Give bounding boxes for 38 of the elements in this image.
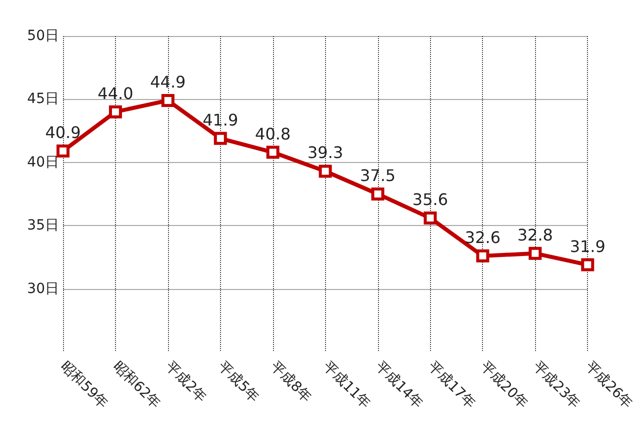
x-tick-label: 平成5年 [214, 358, 262, 406]
data-label: 31.9 [570, 236, 606, 256]
data-label: 32.6 [464, 228, 501, 247]
point [476, 249, 490, 262]
data-label: 32.8 [517, 225, 553, 244]
x-tick-label: 平成2年 [162, 358, 210, 406]
point [528, 246, 542, 260]
y-tick-label: 30日 [27, 280, 59, 297]
y-tick-label: 45日 [27, 91, 59, 108]
point [581, 258, 594, 272]
data-label: 40.9 [45, 123, 81, 142]
y-tick-label: 50日 [27, 28, 59, 44]
x-tick-label: 平成26年 [582, 358, 636, 412]
x-tick-label: 平成17年 [424, 358, 478, 412]
point [56, 144, 70, 158]
data-label: 35.6 [412, 190, 448, 210]
data-label: 41.9 [202, 110, 238, 130]
x-tick-label: 平成8年 [267, 358, 315, 406]
data-label: 40.8 [255, 124, 291, 144]
point [161, 94, 174, 107]
point [318, 164, 332, 178]
data-label: 39.3 [308, 143, 344, 162]
point [266, 146, 280, 159]
x-tick-label: 昭和59年 [57, 358, 111, 412]
point [108, 105, 122, 118]
y-tick-label: 40日 [27, 154, 59, 170]
x-tick-label: 平成20年 [477, 358, 531, 412]
x-tick-label: 平成14年 [372, 358, 426, 412]
point [214, 132, 227, 145]
data-label: 44.9 [150, 72, 186, 92]
point [371, 188, 384, 200]
data-label: 44.0 [98, 84, 134, 103]
x-tick-label: 平成11年 [320, 358, 374, 412]
x-tick-label: 平成23年 [530, 358, 584, 412]
data-label: 37.5 [360, 166, 396, 185]
x-tick-label: 昭和62年 [110, 358, 164, 412]
point [424, 212, 437, 225]
y-tick-label: 35日 [27, 218, 59, 234]
